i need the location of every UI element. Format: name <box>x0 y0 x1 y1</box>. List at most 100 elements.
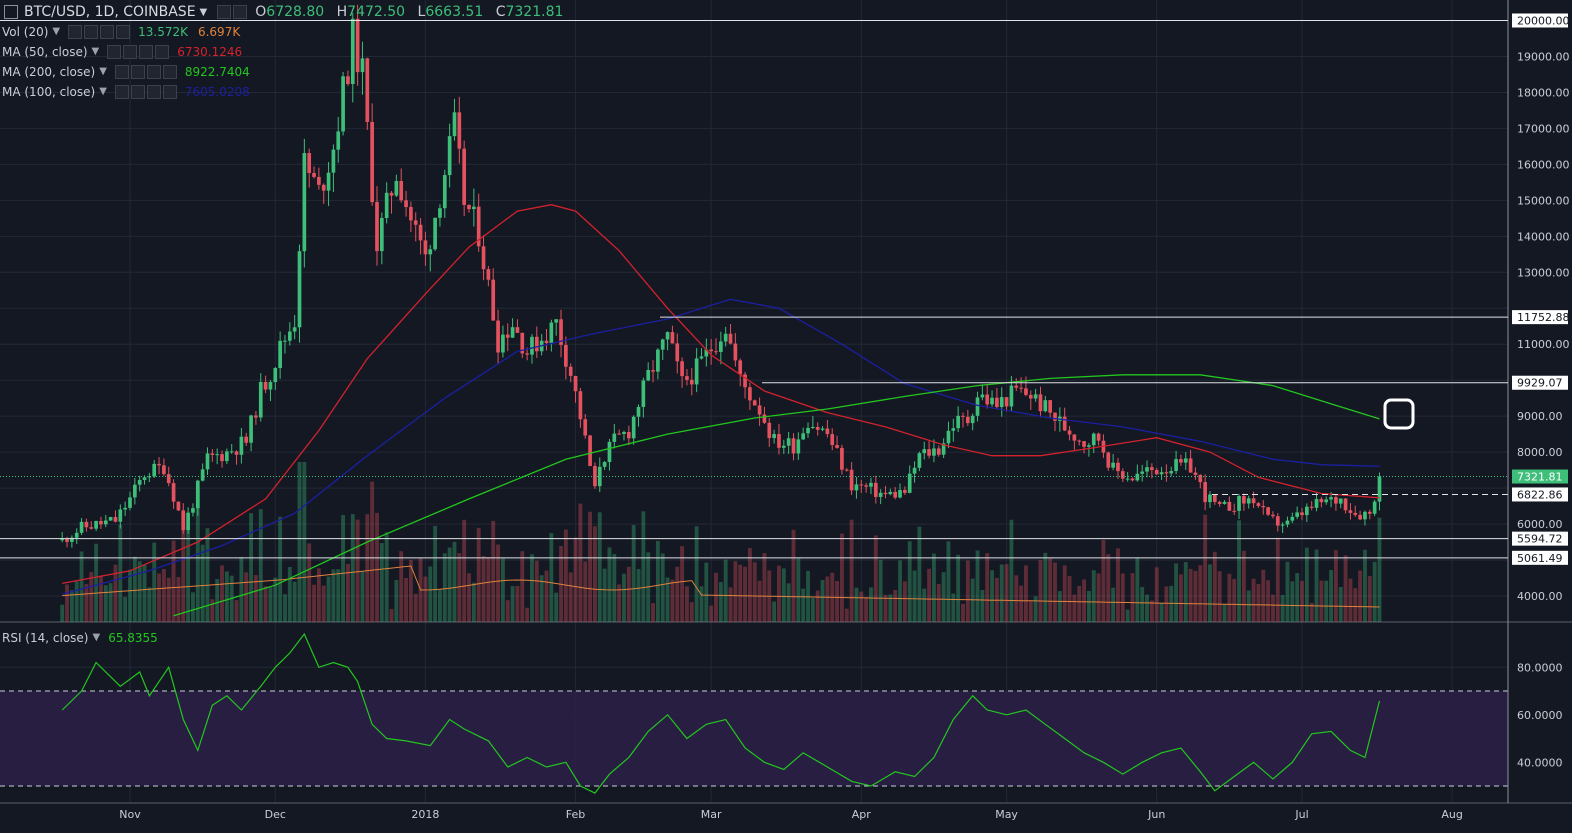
candle[interactable] <box>331 149 336 173</box>
candle[interactable] <box>811 426 815 428</box>
candle[interactable] <box>772 434 776 439</box>
candle[interactable] <box>312 173 316 177</box>
candle[interactable] <box>912 467 917 474</box>
candle[interactable] <box>462 148 467 205</box>
candle[interactable] <box>1377 476 1382 502</box>
candle[interactable] <box>1193 472 1198 475</box>
legend-row[interactable]: MA (50, close) ▼ 6730.1246 <box>2 42 260 62</box>
candle[interactable] <box>244 436 249 443</box>
candle[interactable] <box>157 463 161 466</box>
candle[interactable] <box>907 473 912 493</box>
candle[interactable] <box>738 360 743 375</box>
candle[interactable] <box>1343 498 1348 511</box>
candle[interactable] <box>1116 462 1120 472</box>
candle[interactable] <box>631 416 636 439</box>
candle[interactable] <box>65 538 69 542</box>
candle[interactable] <box>1130 478 1135 481</box>
candle[interactable] <box>990 397 994 405</box>
legend-label[interactable]: Vol (20) <box>2 25 49 39</box>
gear-icon[interactable] <box>123 45 138 59</box>
candle[interactable] <box>762 414 767 423</box>
candle[interactable] <box>1120 471 1125 479</box>
candle[interactable] <box>1271 514 1275 517</box>
candle[interactable] <box>544 340 549 343</box>
candle[interactable] <box>1251 498 1256 504</box>
candle[interactable] <box>893 491 898 498</box>
candle[interactable] <box>200 469 205 481</box>
candle[interactable] <box>317 176 321 185</box>
menu-icon[interactable] <box>4 5 18 19</box>
candle[interactable] <box>501 334 505 353</box>
candle[interactable] <box>89 527 94 529</box>
candle[interactable] <box>273 368 278 383</box>
candle[interactable] <box>680 361 684 377</box>
candle[interactable] <box>166 474 171 484</box>
chevron-down-icon[interactable]: ▼ <box>91 46 100 57</box>
candle[interactable] <box>1246 498 1251 504</box>
eye-icon[interactable] <box>114 65 129 79</box>
candle[interactable] <box>864 485 868 487</box>
candle[interactable] <box>903 490 907 493</box>
candle[interactable] <box>815 426 820 430</box>
candle[interactable] <box>806 427 810 434</box>
candle[interactable] <box>1285 520 1290 525</box>
candle[interactable] <box>767 422 772 439</box>
candle[interactable] <box>258 382 263 418</box>
candle[interactable] <box>1004 397 1009 407</box>
candle[interactable] <box>1159 472 1164 475</box>
candle[interactable] <box>1150 467 1154 470</box>
plus-icon[interactable] <box>100 25 115 39</box>
candle[interactable] <box>375 202 379 252</box>
candle[interactable] <box>1082 441 1086 447</box>
candle[interactable] <box>951 428 956 431</box>
candle[interactable] <box>423 240 428 255</box>
candle[interactable] <box>995 397 999 408</box>
legend-row[interactable]: MA (100, close) ▼ 7605.0208 <box>2 82 260 102</box>
candle[interactable] <box>171 483 176 502</box>
candle[interactable] <box>1183 458 1188 463</box>
candle[interactable] <box>665 332 670 340</box>
candle[interactable] <box>622 431 626 434</box>
candle[interactable] <box>728 333 733 344</box>
candle[interactable] <box>927 449 931 456</box>
candle[interactable] <box>1305 506 1309 516</box>
candle[interactable] <box>384 192 389 218</box>
candle[interactable] <box>626 431 631 439</box>
candle[interactable] <box>379 217 384 252</box>
candle[interactable] <box>1038 394 1043 412</box>
eye-icon[interactable] <box>114 85 129 99</box>
legend-label[interactable]: MA (100, close) <box>2 85 96 99</box>
candle[interactable] <box>1242 496 1246 504</box>
candle[interactable] <box>917 453 922 468</box>
candle[interactable] <box>573 375 578 392</box>
candle[interactable] <box>525 353 529 355</box>
candle[interactable] <box>689 379 694 385</box>
candle[interactable] <box>108 517 113 521</box>
candle[interactable] <box>133 484 137 498</box>
candle[interactable] <box>1009 385 1014 407</box>
candle[interactable] <box>534 336 539 352</box>
candle[interactable] <box>1135 473 1140 481</box>
candle[interactable] <box>428 249 433 255</box>
candle[interactable] <box>1237 496 1241 511</box>
candle[interactable] <box>1363 511 1367 520</box>
candle[interactable] <box>612 433 617 442</box>
candle[interactable] <box>932 448 936 456</box>
candle[interactable] <box>617 433 621 435</box>
candle[interactable] <box>418 224 423 241</box>
candle[interactable] <box>1334 497 1338 504</box>
legend-row[interactable]: Vol (20) ▼ 13.572K 6.697K <box>2 22 260 42</box>
candle[interactable] <box>74 532 79 538</box>
candle[interactable] <box>651 370 655 372</box>
candle[interactable] <box>1077 440 1082 442</box>
candle[interactable] <box>103 520 108 525</box>
candle[interactable] <box>350 18 355 85</box>
candle[interactable] <box>341 76 345 132</box>
candle[interactable] <box>1295 512 1299 517</box>
legend-label[interactable]: MA (50, close) <box>2 45 88 59</box>
candle[interactable] <box>307 153 312 174</box>
candle[interactable] <box>1275 516 1280 526</box>
candle[interactable] <box>685 376 689 380</box>
candle[interactable] <box>1014 385 1019 388</box>
candle[interactable] <box>1300 512 1304 516</box>
